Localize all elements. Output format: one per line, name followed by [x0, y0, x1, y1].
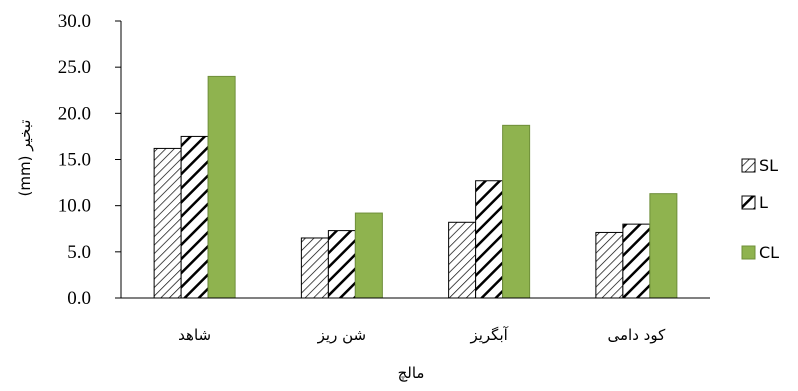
x-category-label: کود دامی — [608, 326, 667, 344]
bar-l — [475, 180, 504, 299]
y-tick-label: 10.0 — [58, 196, 91, 217]
bar-l — [180, 135, 209, 299]
bar-sl — [153, 147, 182, 299]
y-axis-title: تبخیر (mm) — [16, 120, 34, 197]
bars — [153, 75, 678, 299]
legend-label-sl: SL — [759, 156, 778, 175]
y-tick-label: 30.0 — [58, 11, 91, 32]
y-tick-label: 0.0 — [67, 288, 91, 309]
bar-sl — [448, 221, 477, 299]
bar-cl — [502, 124, 531, 299]
x-axis-title: مالچ — [398, 364, 425, 382]
bar-cl — [354, 212, 383, 299]
bar-cl — [649, 193, 678, 299]
legend-swatch-sl — [741, 158, 756, 173]
y-axis-tick-labels: 0.0 5.0 10.0 15.0 20.0 25.0 30.0 — [58, 11, 91, 309]
y-tick-label: 25.0 — [58, 57, 91, 78]
x-category-label: شاهد — [178, 326, 211, 344]
bar-l — [327, 230, 356, 299]
bar-sl — [595, 231, 624, 299]
legend-swatch-cl — [741, 245, 756, 260]
bar-cl — [207, 75, 236, 299]
x-category-label: شن ریز — [317, 326, 366, 344]
legend-label-l: L — [759, 193, 768, 212]
x-category-label: آبگریز — [469, 326, 508, 344]
y-tick-label: 15.0 — [58, 150, 91, 171]
y-tick-label: 5.0 — [67, 242, 91, 263]
legend: SL L CL — [741, 156, 779, 262]
bar-sl — [300, 237, 329, 299]
x-axis-category-labels: شاهد شن ریز آبگریز کود دامی — [178, 326, 666, 344]
bar-l — [622, 223, 651, 299]
y-tick-label: 20.0 — [58, 103, 91, 124]
legend-swatch-l — [741, 195, 756, 210]
axes — [115, 20, 710, 299]
legend-label-cl: CL — [759, 243, 779, 262]
